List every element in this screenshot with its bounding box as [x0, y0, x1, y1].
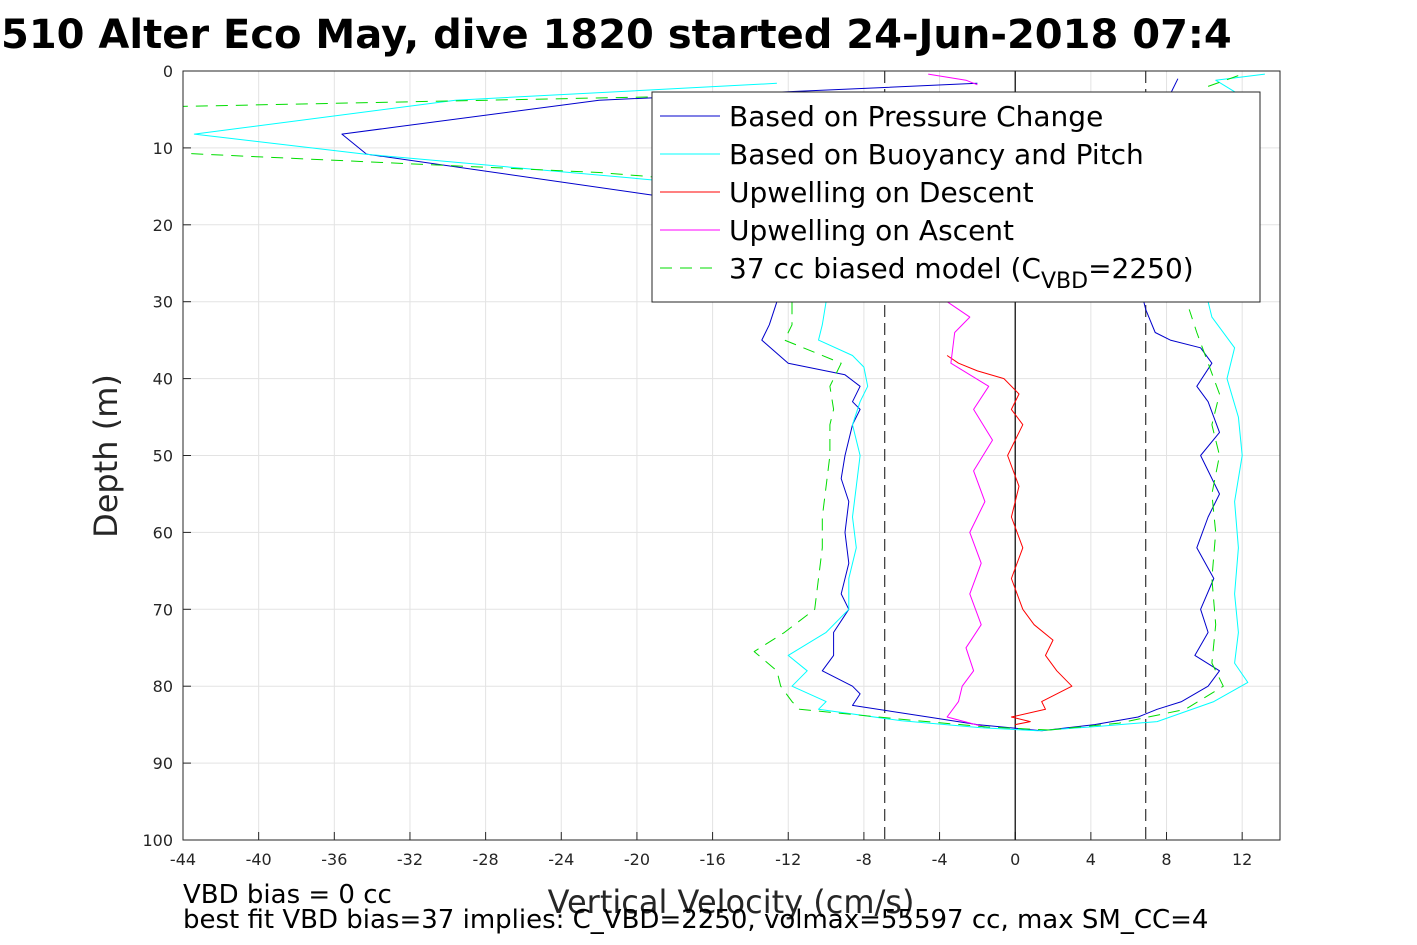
- y-tick-label: 100: [142, 831, 173, 850]
- x-tick-label: -36: [321, 850, 347, 869]
- legend-entry: Upwelling on Ascent: [729, 214, 1014, 247]
- series-line: [946, 301, 993, 728]
- legend-entry-text: Upwelling on Ascent: [729, 214, 1014, 247]
- y-tick-label: 30: [153, 293, 173, 312]
- legend-entry-text: Based on Buoyancy and Pitch: [729, 138, 1144, 171]
- legend-entry: Based on Buoyancy and Pitch: [729, 138, 1144, 171]
- x-tick-labels: -44 -40 -36 -32 -28 -24 -20 -16 -12 -8 -4 0 4 8 12: [170, 850, 1252, 869]
- legend: Based on Pressure Change Based on Buoyanc…: [651, 91, 1261, 303]
- legend-entry: Upwelling on Descent: [729, 176, 1034, 209]
- x-tick-label: -16: [700, 850, 726, 869]
- series-line: [1207, 75, 1239, 87]
- y-tick-label: 90: [153, 754, 173, 773]
- y-tick-label: 60: [153, 523, 173, 542]
- x-tick-label: -24: [548, 850, 574, 869]
- x-tick-label: -44: [170, 850, 196, 869]
- series-line: [946, 355, 1073, 726]
- footnote-best-fit: best fit VBD bias=37 implies: C_VBD=2250…: [183, 905, 1208, 935]
- legend-box: [651, 91, 1261, 303]
- x-axis-label: Vertical Velocity (cm/s): [548, 883, 915, 921]
- x-tick-label: 4: [1086, 850, 1096, 869]
- legend-entry-text: 37 cc biased model (C: [729, 252, 1041, 285]
- legend-entry-suffix: =2250): [1088, 252, 1194, 285]
- x-tick-label: -20: [624, 850, 650, 869]
- x-tick-label: -4: [932, 850, 948, 869]
- y-axis-label: Depth (m): [87, 374, 125, 538]
- series-line: [182, 92, 1050, 731]
- legend-entry: 37 cc biased model (CVBD=2250): [729, 252, 1194, 294]
- legend-entry-subscript: VBD: [1041, 269, 1088, 294]
- y-tick-label: 70: [153, 600, 173, 619]
- x-tick-label: 12: [1232, 850, 1252, 869]
- series-line: [1041, 301, 1220, 732]
- y-tick-label: 40: [153, 370, 173, 389]
- series-line: [1215, 73, 1265, 95]
- chart-title: 510 Alter Eco May, dive 1820 started 24-…: [1, 12, 1232, 58]
- x-tick-label: -8: [856, 850, 872, 869]
- y-tick-label: 10: [153, 139, 173, 158]
- footnote-vbd-bias: VBD bias = 0 cc: [183, 880, 392, 910]
- x-tick-label: 8: [1161, 850, 1171, 869]
- x-tick-label: -32: [397, 850, 423, 869]
- legend-entry-text: Based on Pressure Change: [729, 100, 1103, 133]
- x-tick-label: -28: [473, 850, 499, 869]
- series-line: [1049, 309, 1224, 731]
- series-line: [928, 73, 978, 86]
- y-tick-label: 50: [153, 447, 173, 466]
- series-line: [1037, 301, 1249, 732]
- x-tick-label: 0: [1010, 850, 1020, 869]
- legend-entry-text: Upwelling on Descent: [729, 176, 1034, 209]
- x-tick-label: -12: [775, 850, 801, 869]
- y-tick-label: 0: [163, 62, 173, 81]
- plot-area-frame: [182, 70, 1281, 841]
- legend-entry: Based on Pressure Change: [729, 100, 1103, 133]
- y-tick-labels: 0 10 20 30 40 50 60 70 80 90 100: [142, 62, 173, 850]
- x-tick-label: -40: [246, 850, 272, 869]
- y-tick-label: 80: [153, 677, 173, 696]
- y-tick-label: 20: [153, 216, 173, 235]
